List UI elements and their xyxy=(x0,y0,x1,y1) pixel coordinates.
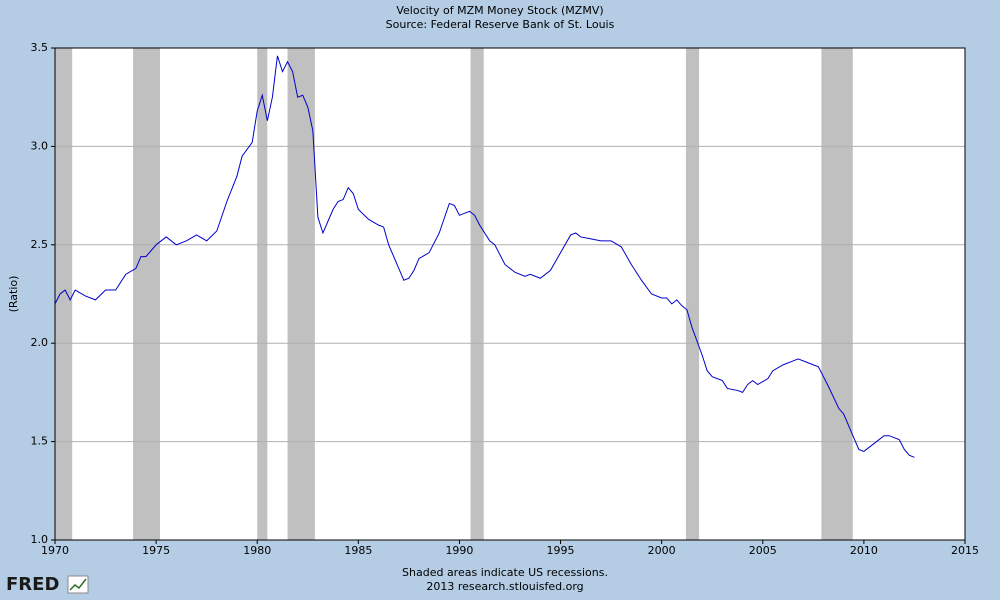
recession-shade xyxy=(821,48,853,540)
plot-border xyxy=(54,47,966,541)
x-tick-label: 1990 xyxy=(445,544,473,557)
y-tick-label: 2.0 xyxy=(31,336,49,349)
x-tick-label: 2005 xyxy=(749,544,777,557)
recession-shade xyxy=(287,48,315,540)
chart-subtitle: Source: Federal Reserve Bank of St. Loui… xyxy=(386,18,615,31)
x-tick-label: 1980 xyxy=(243,544,271,557)
logo-icon xyxy=(67,575,89,594)
note: Shaded areas indicate US recessions. xyxy=(402,566,608,579)
logo: FRED xyxy=(6,574,59,595)
note: 2013 research.stlouisfed.org xyxy=(426,580,583,593)
y-axis-label: (Ratio) xyxy=(7,276,20,313)
y-tick-label: 3.0 xyxy=(31,139,49,152)
x-tick-label: 1985 xyxy=(344,544,372,557)
x-tick-label: 2015 xyxy=(951,544,979,557)
x-tick-label: 1995 xyxy=(547,544,575,557)
y-tick-label: 1.0 xyxy=(31,533,49,546)
recession-shade xyxy=(133,48,160,540)
y-tick-label: 1.5 xyxy=(31,435,49,448)
y-tick-label: 3.5 xyxy=(31,41,49,54)
recession-shade xyxy=(257,48,268,540)
x-tick-label: 1970 xyxy=(41,544,69,557)
y-tick-label: 2.5 xyxy=(31,238,49,251)
data-line xyxy=(54,55,915,458)
recession-shade xyxy=(685,48,700,540)
plot-area xyxy=(55,48,965,540)
x-tick-label: 1975 xyxy=(142,544,170,557)
recession-shade xyxy=(470,48,484,540)
x-tick-label: 2010 xyxy=(850,544,878,557)
recession-shade xyxy=(55,48,73,540)
chart-title: Velocity of MZM Money Stock (MZMV) xyxy=(396,4,603,17)
x-tick-label: 2000 xyxy=(648,544,676,557)
